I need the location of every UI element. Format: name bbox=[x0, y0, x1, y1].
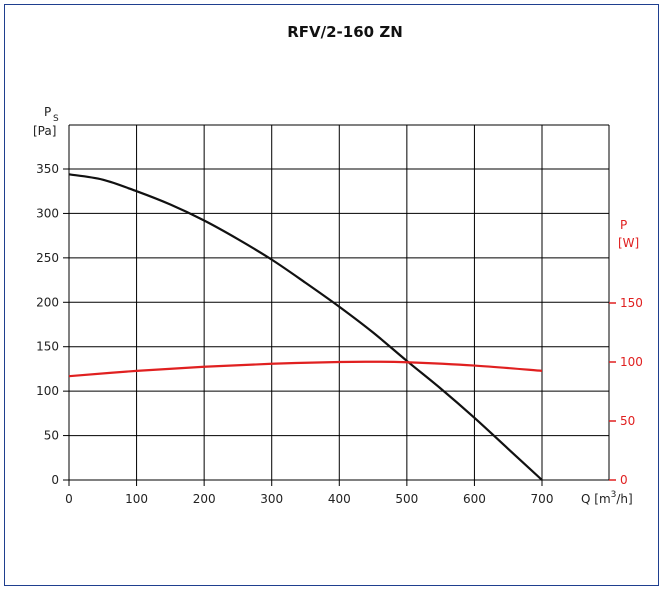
grid bbox=[68, 124, 610, 481]
y-left-tick-label-0: 0 bbox=[51, 473, 59, 487]
y-left-tick-label-5: 250 bbox=[36, 251, 59, 265]
axes bbox=[63, 125, 616, 486]
y-right-tick-label-2: 100 bbox=[620, 355, 643, 369]
y-left-axis-symbol: P bbox=[44, 105, 51, 119]
x-tick-label-5: 500 bbox=[395, 492, 418, 506]
y-left-tick-label-2: 100 bbox=[36, 384, 59, 398]
y-left-axis-unit: [Pa] bbox=[33, 124, 56, 138]
power-curve bbox=[68, 360, 543, 378]
chart-title: RFV/2-160 ZN bbox=[287, 23, 403, 41]
y-left-tick-label-4: 200 bbox=[36, 295, 59, 309]
x-tick-label-0: 0 bbox=[65, 492, 73, 506]
pressure-curve bbox=[68, 173, 543, 481]
x-tick-label-3: 300 bbox=[260, 492, 283, 506]
y-right-axis-unit: [W] bbox=[618, 236, 639, 250]
y-right-tick-label-1: 50 bbox=[620, 414, 635, 428]
series-lines bbox=[68, 173, 543, 481]
y-right-tick-label-0: 0 bbox=[620, 473, 628, 487]
x-axis-label-tail: /h] bbox=[616, 492, 632, 506]
x-tick-label-2: 200 bbox=[193, 492, 216, 506]
x-axis-label-main: Q [m bbox=[581, 492, 611, 506]
x-tick-label-1: 100 bbox=[125, 492, 148, 506]
y-left-axis-subscript: S bbox=[53, 114, 59, 124]
y-left-tick-label-7: 350 bbox=[36, 162, 59, 176]
y-right-tick-label-3: 150 bbox=[620, 296, 643, 310]
y-left-tick-label-6: 300 bbox=[36, 206, 59, 220]
x-tick-label-6: 600 bbox=[463, 492, 486, 506]
x-axis-label: Q [m3/h] bbox=[581, 490, 633, 506]
x-tick-label-7: 700 bbox=[531, 492, 554, 506]
x-tick-label-4: 400 bbox=[328, 492, 351, 506]
y-left-tick-label-1: 50 bbox=[44, 429, 59, 443]
x-axis-label-sup: 3 bbox=[611, 490, 617, 500]
y-right-axis-symbol: P bbox=[620, 218, 627, 232]
y-left-tick-label-3: 150 bbox=[36, 340, 59, 354]
chart-frame bbox=[4, 4, 659, 586]
